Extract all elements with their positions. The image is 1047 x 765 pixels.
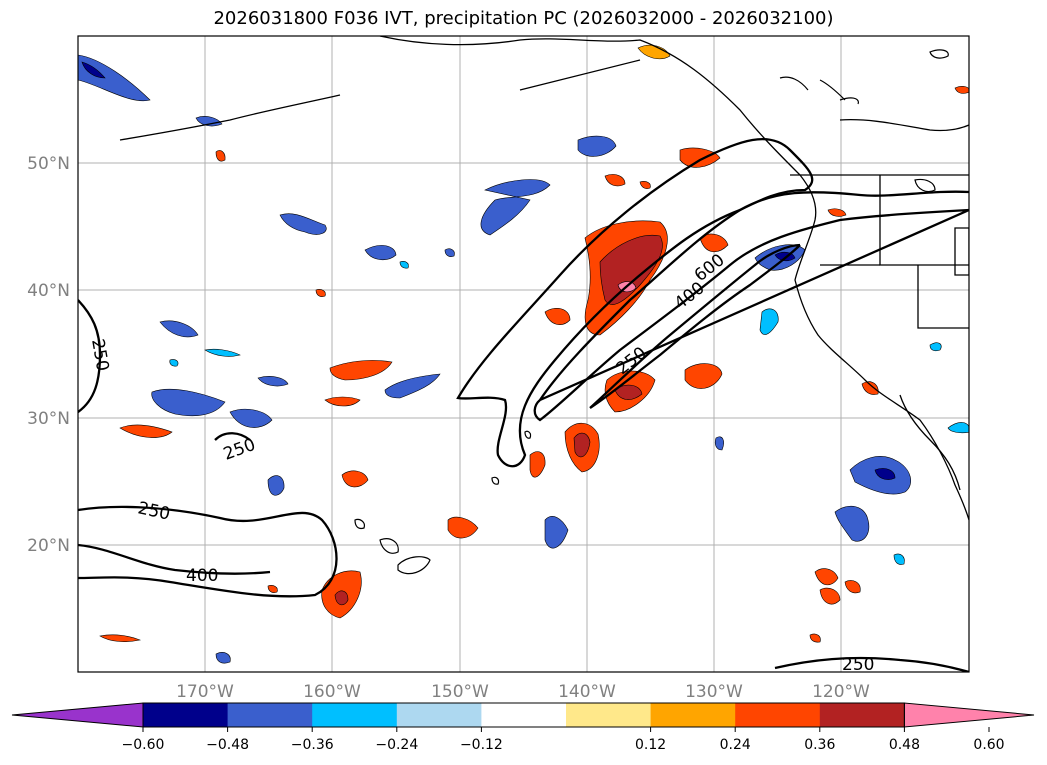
lon-label: 120°W xyxy=(812,682,870,702)
contour-label: 400 xyxy=(186,566,218,586)
colorbar-extend-max xyxy=(904,703,1034,727)
colorbar-extend-min xyxy=(12,703,143,727)
colorbar-swatch xyxy=(735,703,820,727)
colorbar-swatch xyxy=(228,703,313,727)
lat-label: 40°N xyxy=(27,281,70,301)
colorbar-swatch xyxy=(312,703,397,727)
colorbar-tick-label: 0.48 xyxy=(889,737,920,753)
colorbar: −0.60 −0.48 −0.36 −0.24 −0.12 0.12 0.24 0.36 0.4… xyxy=(12,703,1034,753)
colorbar-tick-label: −0.36 xyxy=(291,737,334,753)
latitude-labels: 50°N 40°N 30°N 20°N xyxy=(27,154,70,556)
colorbar-tick-label: −0.48 xyxy=(206,737,249,753)
lat-label: 20°N xyxy=(27,536,70,556)
colorbar-tick-label: 0.12 xyxy=(635,737,666,753)
colorbar-tick-label: 0.60 xyxy=(973,737,1004,753)
lat-label: 30°N xyxy=(27,409,70,429)
map-figure: 250 250 250 400 250 400 600 250 50°N 40°… xyxy=(0,0,1047,765)
colorbar-swatch xyxy=(481,703,566,727)
colorbar-swatch xyxy=(143,703,228,727)
lon-label: 170°W xyxy=(176,682,234,702)
lon-label: 140°W xyxy=(558,682,616,702)
colorbar-swatch xyxy=(566,703,651,727)
longitude-labels: 170°W 160°W 150°W 140°W 130°W 120°W xyxy=(176,682,870,702)
colorbar-tick-label: −0.24 xyxy=(375,737,418,753)
colorbar-swatch xyxy=(820,703,905,727)
lon-label: 160°W xyxy=(303,682,361,702)
colorbar-tick-label: −0.60 xyxy=(122,737,165,753)
colorbar-tick-label: 0.36 xyxy=(804,737,835,753)
colorbar-swatch xyxy=(397,703,482,727)
colorbar-swatch xyxy=(651,703,736,727)
lon-label: 150°W xyxy=(431,682,489,702)
lat-label: 50°N xyxy=(27,154,70,174)
lon-label: 130°W xyxy=(685,682,743,702)
colorbar-tick-label: −0.12 xyxy=(460,737,503,753)
colorbar-tick-label: 0.24 xyxy=(720,737,751,753)
